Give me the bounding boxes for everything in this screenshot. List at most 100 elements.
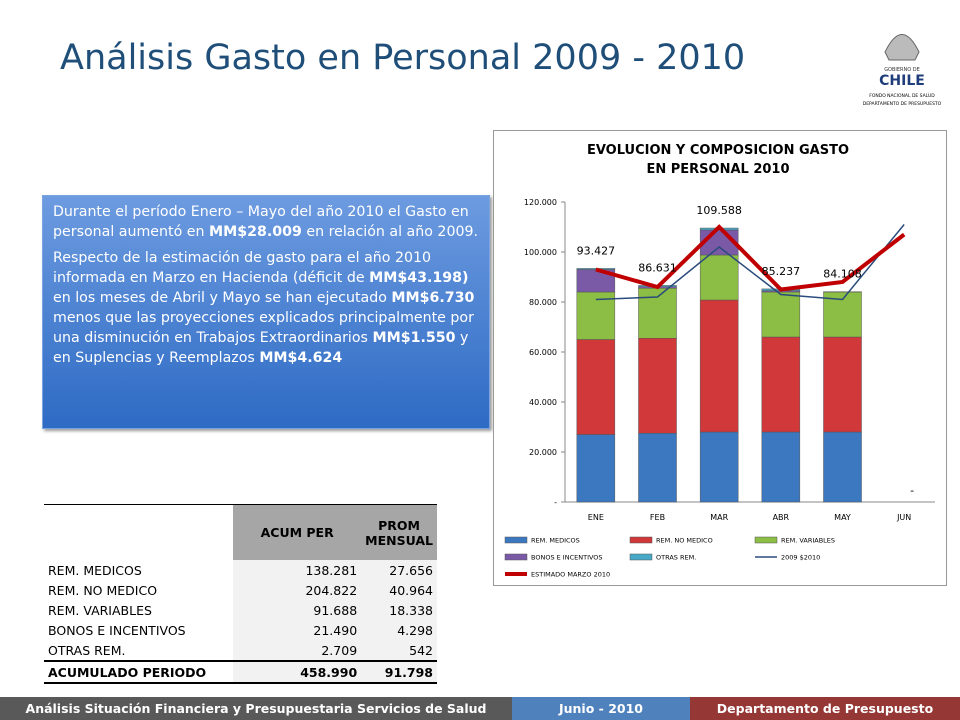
table-cell: 21.490 <box>233 620 362 640</box>
table-cell: 27.656 <box>361 560 437 580</box>
table-cell: OTRAS REM. <box>48 642 126 658</box>
table-cell: 91.798 <box>361 660 437 684</box>
table-cell: 138.281 <box>233 560 362 580</box>
legend-swatch <box>754 536 778 544</box>
x-tick-label: ABR <box>773 513 790 522</box>
data-label: 93.427 <box>577 244 616 257</box>
table-row: ACUMULADO PERIODO 458.990 91.798 <box>44 660 437 684</box>
bar-segment <box>576 291 616 340</box>
table-cell: BONOS E INCENTIVOS <box>48 622 186 638</box>
table-cell: REM. NO MEDICO <box>48 582 158 598</box>
table-cell: REM. MEDICOS <box>48 562 142 578</box>
text-box: Durante el período Enero – Mayo del año … <box>42 195 490 429</box>
text-run: MM$4.624 <box>259 350 343 366</box>
legend-swatch <box>504 536 528 544</box>
data-label: - <box>910 484 914 497</box>
legend-swatch <box>629 536 653 544</box>
table-cell: 4.298 <box>361 620 437 640</box>
legend-label: REM. MEDICOS <box>531 537 580 545</box>
table-row: REM. VARIABLES 91.688 18.338 <box>44 600 437 620</box>
chart-title: EVOLUCION Y COMPOSICION GASTO EN PERSONAL… <box>587 143 849 177</box>
data-label: 86.631 <box>638 261 677 274</box>
header-cell: ACUM PER <box>233 504 362 560</box>
table-cell: 542 <box>361 640 437 661</box>
table-row: OTRAS REM. 2.709 542 <box>44 640 437 661</box>
y-tick-label: 60.000 <box>529 348 557 357</box>
table-row: BONOS E INCENTIVOS 21.490 4.298 <box>44 620 437 640</box>
footer-left: Análisis Situación Financiera y Presupue… <box>0 697 512 720</box>
legend-swatch <box>629 553 653 561</box>
bar-segment <box>761 291 801 338</box>
x-tick-label: ENE <box>588 513 604 522</box>
table-cell: 40.964 <box>361 580 437 600</box>
table: ACUM PER PROM MENSUAL REM. MEDICOS 138.281 2… <box>44 504 437 684</box>
footer: Análisis Situación Financiera y Presupue… <box>0 697 960 720</box>
footer-center: Junio - 2010 <box>512 697 690 720</box>
text-run: menos que las proyecciones explicados pr… <box>53 310 474 346</box>
legend-swatch <box>504 553 528 561</box>
bar-segment <box>761 336 801 433</box>
header-cell: PROM MENSUAL <box>361 504 437 560</box>
legend-label: BONOS E INCENTIVOS <box>531 554 603 562</box>
text-run: Durante el período Enero – Mayo del año … <box>53 204 469 240</box>
slide-title: Análisis Gasto en Personal 2009 - 2010 <box>60 38 746 78</box>
bar-segment <box>576 339 616 435</box>
legend-label: REM. NO MEDICO <box>656 537 713 545</box>
logo-text: DEPARTAMENTO DE PRESUPUESTO <box>863 101 942 107</box>
table-row: REM. MEDICOS 138.281 27.656 <box>44 560 437 580</box>
table-cell: 91.688 <box>233 600 362 620</box>
x-tick-label: FEB <box>650 513 665 522</box>
text-run: MM$6.730 <box>391 290 475 306</box>
text-run: MM$43.198) <box>369 270 469 286</box>
data-label: 109.588 <box>696 204 742 217</box>
chart: EVOLUCION Y COMPOSICION GASTO EN PERSONAL… <box>493 130 947 586</box>
bar-segment <box>638 433 677 503</box>
text-run: MM$28.009 <box>209 224 302 240</box>
y-tick-label: 120.000 <box>524 198 557 207</box>
table-cell: REM. VARIABLES <box>48 602 152 618</box>
bar-segment <box>638 338 677 434</box>
table-row: REM. NO MEDICO 204.822 40.964 <box>44 580 437 600</box>
bar-segment <box>699 254 739 301</box>
logo-text: CHILE <box>879 73 925 89</box>
table-cell: 458.990 <box>233 660 362 684</box>
header-cell <box>44 504 234 560</box>
bar-segment <box>638 288 677 339</box>
legend-label: OTRAS REM. <box>656 554 696 562</box>
text-run: Respecto de la estimación de gasto para … <box>53 250 432 286</box>
bar-segment <box>576 268 616 270</box>
data-label: 84.108 <box>823 268 862 281</box>
legend-label: 2009 $2010 <box>781 554 820 562</box>
text-run: en relación al año 2009. <box>301 224 479 240</box>
text-run: y en Suplencias y Reemplazos <box>53 330 469 366</box>
logo: GOBIERNO DE CHILE FONDO NACIONAL DE SALU… <box>863 34 942 107</box>
x-tick-label: JUN <box>896 513 911 522</box>
bar-segment <box>823 431 862 503</box>
legend-label: REM. VARIABLES <box>781 537 835 545</box>
bar-segment <box>699 431 739 503</box>
text-run: MM$1.550 <box>372 330 456 346</box>
line-series <box>595 224 906 292</box>
data-label: 85.237 <box>762 265 801 278</box>
bar-segment <box>699 299 739 433</box>
table-cell: 2.709 <box>233 640 362 661</box>
bar-segment <box>761 431 801 503</box>
footer-right: Departamento de Presupuesto <box>690 697 960 720</box>
y-tick-label: 20.000 <box>529 448 557 457</box>
table-cell: ACUMULADO PERIODO <box>44 660 234 684</box>
line-series <box>595 224 905 301</box>
bar-segment <box>576 434 616 503</box>
paragraph: Respecto de la estimación de gasto para … <box>53 248 479 368</box>
x-tick-label: MAR <box>710 513 728 522</box>
bar-segment <box>823 336 862 433</box>
table-cell: 18.338 <box>361 600 437 620</box>
table-cell: 204.822 <box>233 580 362 600</box>
table-header: ACUM PER PROM MENSUAL <box>44 504 437 560</box>
y-tick-label: 80.000 <box>529 298 557 307</box>
y-tick-label: 100.000 <box>524 248 557 257</box>
logo-text: FONDO NACIONAL DE SALUD <box>869 93 935 99</box>
legend-label: ESTIMADO MARZO 2010 <box>531 571 610 579</box>
paragraph: Durante el período Enero – Mayo del año … <box>53 202 479 242</box>
text-run: en los meses de Abril y Mayo se han ejec… <box>53 290 392 306</box>
